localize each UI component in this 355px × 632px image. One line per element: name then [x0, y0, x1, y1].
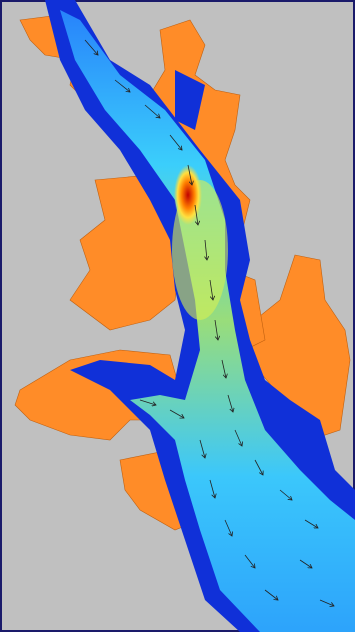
peak-zone: [174, 165, 202, 225]
page: [0, 0, 355, 632]
flow-map: [0, 0, 355, 632]
